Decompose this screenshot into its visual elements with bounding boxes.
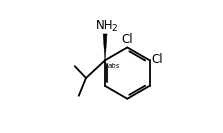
Text: 2: 2 [111, 24, 117, 33]
Text: Cl: Cl [122, 33, 133, 46]
Text: abs: abs [107, 63, 120, 69]
Text: NH: NH [96, 19, 114, 32]
Text: Cl: Cl [151, 53, 163, 66]
Polygon shape [103, 34, 107, 60]
